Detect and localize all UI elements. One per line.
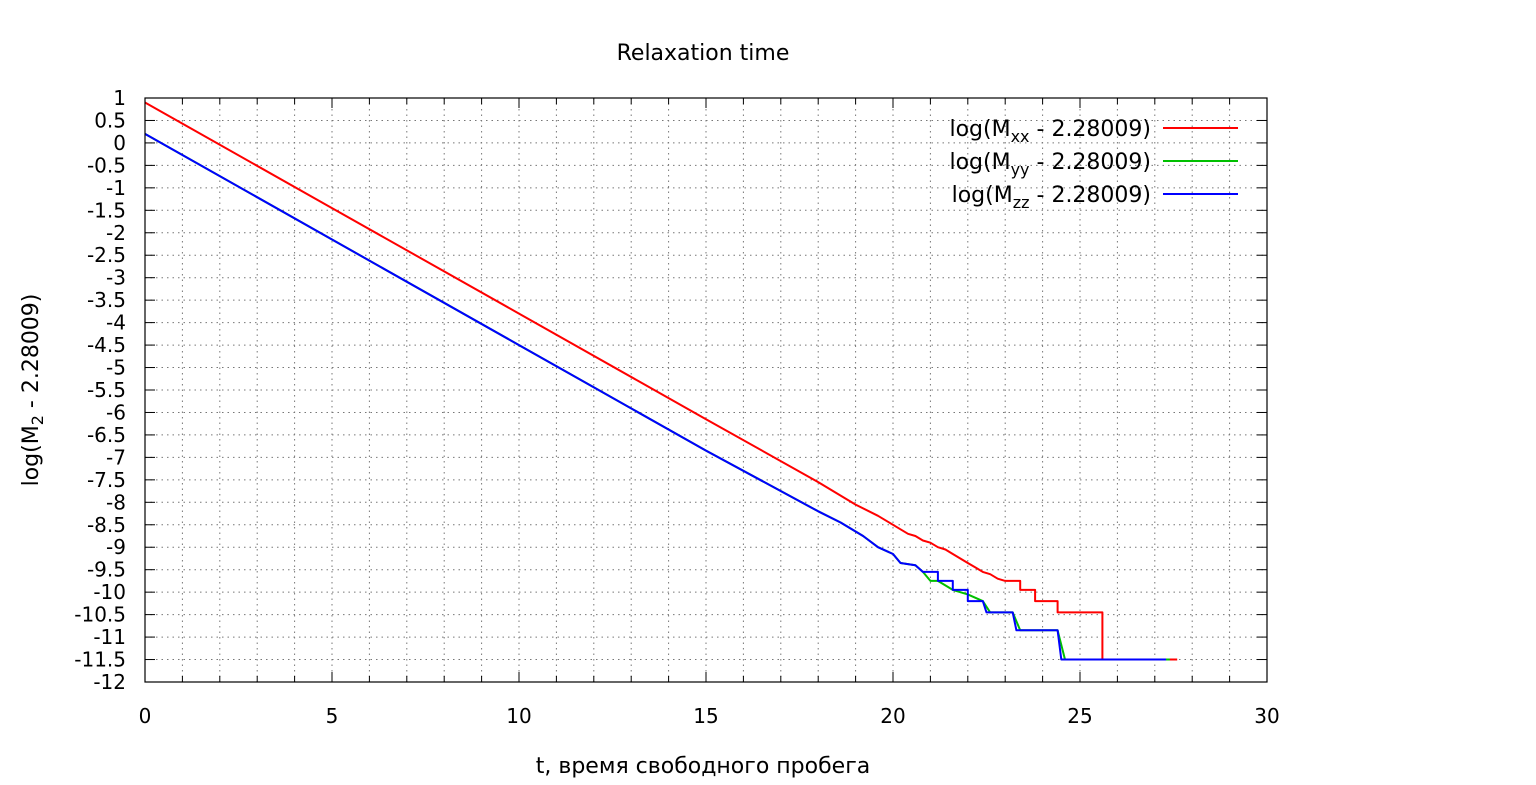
y-tick-label: -3.5 [87,288,126,312]
y-tick-label: -11.5 [74,648,126,672]
x-tick-label: 30 [1254,704,1279,728]
x-tick-labels: 0 5 10 15 20 25 30 [139,704,1280,728]
legend: log(Mxx - 2.28009) log(Myy - 2.28009) log(… [949,117,1238,212]
y-tick-label: -5 [106,356,126,380]
y-tick-label: 0.5 [94,108,126,132]
y-tick-label: -1.5 [87,198,126,222]
series-line-xx [144,101,1178,661]
chart-title: Relaxation time [617,41,790,66]
y-tick-label: -10 [93,580,126,604]
y-tick-label: -6.5 [87,423,126,447]
x-tick-label: 25 [1067,704,1092,728]
y-axis-label-main: log(M [19,425,44,486]
x-tick-label: 10 [506,704,531,728]
x-axis-label: t, время свободного пробега [536,754,870,779]
x-tick-label: 15 [693,704,718,728]
y-tick-label: -10.5 [74,603,126,627]
y-axis-label: log(M2 - 2.28009) [19,294,47,487]
legend-label-zz: log(Mzz - 2.28009) [952,183,1151,212]
y-tick-label: -12 [93,670,126,694]
y-tick-label: -3 [106,266,126,290]
y-tick-label: -1 [106,176,126,200]
x-tick-label: 20 [880,704,905,728]
y-axis-label-sub: 2 [28,415,47,425]
grid [145,98,1267,682]
y-tick-label: -5.5 [87,378,126,402]
legend-label-xx: log(Mxx - 2.28009) [949,117,1151,146]
y-tick-label: -9 [106,535,126,559]
y-tick-label: -2 [106,221,126,245]
y-tick-label: -6 [106,400,126,424]
y-tick-label: -0.5 [87,153,126,177]
series-line-zz [144,133,1166,661]
y-tick-label: 1 [113,86,126,110]
y-tick-labels: 10.50-0.5-1-1.5-2-2.5-3-3.5-4-4.5-5-5.5-… [74,86,126,694]
y-axis-label-tail: - 2.28009) [19,294,44,415]
axis-ticks [144,97,1268,683]
y-tick-label: -2.5 [87,243,126,267]
y-tick-label: -4 [106,311,126,335]
y-tick-label: -9.5 [87,558,126,582]
legend-label-yy: log(Myy - 2.28009) [949,150,1151,179]
series-lines [144,101,1178,661]
y-tick-label: -11 [93,625,126,649]
y-tick-label: -8.5 [87,513,126,537]
x-tick-label: 5 [326,704,339,728]
y-tick-label: 0 [113,131,126,155]
y-tick-label: -7 [106,445,126,469]
y-tick-label: -7.5 [87,468,126,492]
y-tick-label: -8 [106,490,126,514]
y-tick-label: -4.5 [87,333,126,357]
x-tick-label: 0 [139,704,152,728]
plot-frame [144,97,1268,683]
